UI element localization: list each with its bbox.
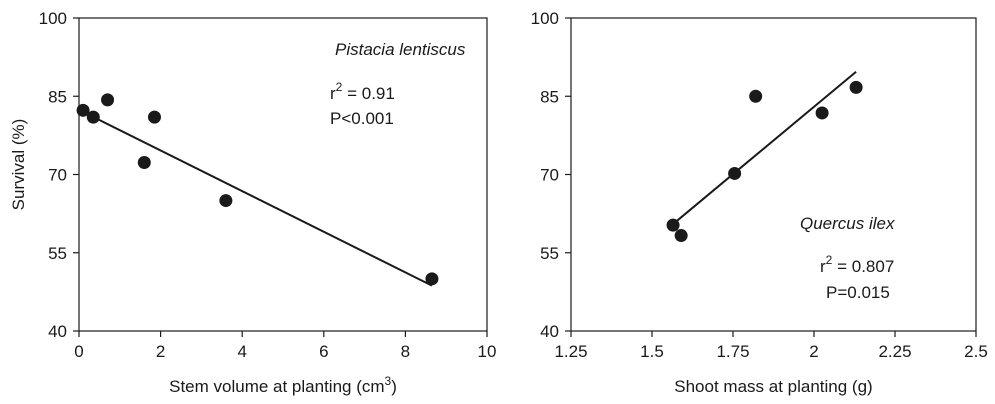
r-squared-label: r2 = 0.91 [330,80,395,103]
y-tick-label: 100 [531,9,559,28]
data-point [137,156,151,170]
y-tick-label: 40 [48,322,67,341]
data-point [219,194,233,208]
y-tick-label: 55 [48,244,67,263]
y-tick-label: 85 [540,87,559,106]
species-label: Pistacia lentiscus [335,40,466,59]
x-tick-label: 4 [237,342,246,361]
x-axis-label: Stem volume at planting (cm3) [169,374,397,396]
data-point [815,106,829,120]
plot-frame [570,17,977,332]
x-tick-label: 10 [478,342,497,361]
x-tick-label: 6 [319,342,328,361]
y-tick-label: 70 [540,166,559,185]
species-label: Quercus ilex [800,214,895,233]
y-tick-label: 85 [48,87,67,106]
y-tick-label: 70 [48,166,67,185]
x-tick-label: 1.25 [554,342,587,361]
r-squared-label: r2 = 0.807 [820,253,894,276]
data-point [76,103,90,117]
data-point [674,229,688,243]
data-point [749,89,763,103]
y-tick-label: 40 [540,322,559,341]
x-tick-label: 0 [74,342,83,361]
chart-panel-2: 40 55 70 85 100 1.25 1.5 1.75 2 2.25 2.5 Shoot mass… [531,9,988,396]
data-point [666,218,680,232]
plot-frame [78,17,488,332]
p-value-label: P=0.015 [826,283,890,302]
x-tick-label: 2.25 [878,342,911,361]
x-tick-label: 1.5 [640,342,664,361]
x-tick-label: 2.5 [964,342,988,361]
regression-line [82,111,433,287]
chart-panel-1: 40 55 70 85 100 0 2 4 6 8 10 Stem volume at plantin… [9,9,496,396]
x-tick-label: 8 [401,342,410,361]
data-point [728,166,742,180]
y-tick-label: 100 [39,9,67,28]
x-tick-label: 2 [156,342,165,361]
x-tick-label: 1.75 [716,342,749,361]
x-tick-label: 2 [809,342,818,361]
data-point [425,272,439,286]
regression-line [672,70,857,225]
y-tick-label: 55 [540,244,559,263]
data-point [101,93,115,107]
x-axis-label: Shoot mass at planting (g) [674,377,872,396]
y-axis-label: Survival (%) [9,119,28,211]
data-point [147,110,161,124]
data-point [849,80,863,94]
p-value-label: P<0.001 [330,109,394,128]
data-point [86,110,100,124]
